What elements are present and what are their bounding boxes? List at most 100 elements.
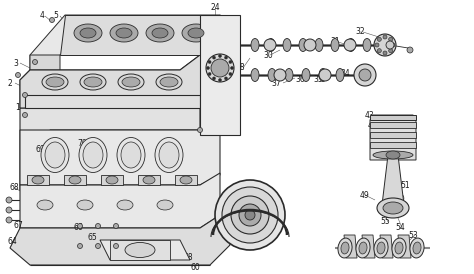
Ellipse shape	[391, 43, 395, 47]
Ellipse shape	[77, 200, 93, 210]
Polygon shape	[362, 235, 375, 258]
Ellipse shape	[206, 54, 234, 82]
Text: 65: 65	[87, 233, 97, 242]
Polygon shape	[380, 235, 393, 258]
Ellipse shape	[152, 28, 168, 38]
Ellipse shape	[110, 24, 138, 42]
Ellipse shape	[157, 200, 173, 210]
Text: 61: 61	[143, 250, 153, 259]
Ellipse shape	[6, 217, 12, 223]
Polygon shape	[370, 115, 416, 160]
Polygon shape	[10, 215, 230, 265]
Ellipse shape	[267, 39, 275, 52]
Text: 70: 70	[77, 138, 87, 147]
Text: 5: 5	[54, 12, 58, 21]
Ellipse shape	[117, 138, 145, 173]
Text: 46: 46	[373, 144, 383, 153]
Ellipse shape	[336, 68, 344, 81]
Ellipse shape	[212, 77, 216, 80]
Text: 54: 54	[395, 224, 405, 233]
Ellipse shape	[116, 28, 132, 38]
Text: 64: 64	[7, 238, 17, 247]
Ellipse shape	[95, 224, 100, 229]
Ellipse shape	[22, 113, 27, 118]
Ellipse shape	[33, 59, 37, 64]
Ellipse shape	[374, 34, 396, 56]
Polygon shape	[60, 15, 220, 55]
Polygon shape	[20, 173, 220, 228]
Ellipse shape	[304, 39, 316, 51]
Text: 40: 40	[198, 98, 208, 107]
Ellipse shape	[46, 77, 64, 87]
Ellipse shape	[251, 39, 259, 52]
Ellipse shape	[219, 78, 221, 81]
Ellipse shape	[208, 61, 211, 64]
Ellipse shape	[377, 198, 409, 218]
Ellipse shape	[395, 242, 403, 254]
Ellipse shape	[125, 242, 155, 258]
Text: 47: 47	[385, 136, 395, 144]
Text: 60: 60	[190, 264, 200, 273]
Text: 49: 49	[360, 190, 370, 199]
Polygon shape	[25, 95, 200, 108]
Ellipse shape	[383, 51, 387, 55]
Ellipse shape	[413, 242, 421, 254]
Text: 37: 37	[271, 78, 281, 87]
Ellipse shape	[264, 39, 276, 51]
Text: 51: 51	[400, 181, 410, 190]
Text: 1: 1	[16, 104, 20, 113]
Text: 30: 30	[263, 50, 273, 59]
Ellipse shape	[268, 68, 276, 81]
Ellipse shape	[222, 187, 278, 243]
Ellipse shape	[219, 55, 221, 58]
Text: 45: 45	[370, 133, 380, 141]
Polygon shape	[20, 118, 220, 185]
Text: 43: 43	[365, 110, 375, 119]
Ellipse shape	[239, 204, 261, 226]
Ellipse shape	[121, 142, 141, 168]
Polygon shape	[20, 55, 220, 108]
Ellipse shape	[410, 238, 424, 258]
Ellipse shape	[225, 56, 228, 59]
Ellipse shape	[69, 176, 81, 184]
Ellipse shape	[22, 93, 27, 98]
Ellipse shape	[386, 41, 394, 49]
Ellipse shape	[377, 37, 382, 41]
Text: 44: 44	[368, 121, 378, 130]
Text: 59: 59	[240, 196, 250, 204]
Text: 42: 42	[199, 118, 209, 127]
Text: 2: 2	[8, 78, 12, 87]
Ellipse shape	[37, 200, 53, 210]
Ellipse shape	[285, 68, 293, 81]
Text: 58: 58	[183, 253, 193, 262]
Ellipse shape	[389, 49, 392, 53]
Text: 34: 34	[340, 68, 350, 78]
Text: 53: 53	[408, 230, 418, 239]
Polygon shape	[344, 235, 357, 258]
Ellipse shape	[208, 73, 211, 76]
Ellipse shape	[359, 69, 371, 81]
Bar	[370, 142, 416, 148]
Ellipse shape	[182, 24, 210, 42]
Ellipse shape	[78, 244, 82, 249]
Polygon shape	[398, 235, 411, 258]
Ellipse shape	[16, 73, 20, 78]
Ellipse shape	[386, 151, 400, 159]
Text: 50: 50	[395, 196, 405, 204]
Ellipse shape	[344, 39, 356, 51]
Polygon shape	[30, 15, 220, 95]
Ellipse shape	[230, 67, 234, 70]
Ellipse shape	[160, 77, 178, 87]
Ellipse shape	[95, 244, 100, 249]
Ellipse shape	[32, 176, 44, 184]
Ellipse shape	[113, 224, 118, 229]
Ellipse shape	[359, 242, 367, 254]
Text: 31: 31	[330, 38, 340, 47]
Text: 33: 33	[365, 76, 375, 84]
Bar	[27, 175, 49, 185]
Ellipse shape	[49, 18, 55, 22]
Ellipse shape	[225, 77, 228, 80]
Polygon shape	[20, 108, 200, 210]
Ellipse shape	[42, 74, 68, 90]
Ellipse shape	[392, 238, 406, 258]
